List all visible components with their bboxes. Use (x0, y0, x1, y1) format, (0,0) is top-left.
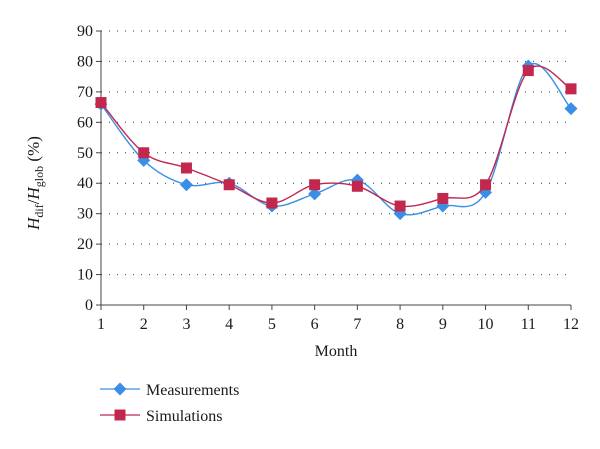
y-axis-title-sub2: glob (32, 166, 46, 187)
legend-item-simulations: Simulations (100, 408, 222, 425)
y-axis-title-slash: / (24, 199, 43, 204)
legend-item-measurements: Measurements (100, 382, 239, 399)
y-tick-label-80: 80 (77, 53, 93, 70)
point-measurements-3 (179, 178, 193, 192)
point-simulations-10 (480, 179, 492, 191)
point-simulations-9 (437, 192, 449, 204)
legend-marker-simulations (114, 409, 126, 421)
legend-label-simulations: Simulations (146, 408, 222, 425)
x-tick-label-10: 10 (478, 316, 494, 333)
y-axis-title: Hdif/Hglob (%) (24, 136, 46, 231)
series-layer (94, 59, 578, 221)
x-tick-label-2: 2 (140, 316, 148, 333)
y-axis-title-h2: H (24, 186, 43, 201)
x-tick-label-3: 3 (182, 316, 190, 333)
series-line-simulations (100, 65, 572, 208)
y-tick-label-90: 90 (77, 23, 93, 40)
x-tick-label-9: 9 (439, 316, 447, 333)
x-tick-label-1: 1 (97, 316, 105, 333)
y-tick-label-50: 50 (77, 145, 93, 162)
legend: Measurements Simulations (100, 382, 239, 425)
point-simulations-1 (95, 97, 107, 109)
x-tick-label-11: 11 (521, 316, 536, 333)
y-tick-label-40: 40 (77, 175, 93, 192)
x-tick-labels: 1 2 3 4 5 6 7 8 9 10 11 12 (97, 316, 579, 333)
x-axis-title: Month (315, 343, 358, 360)
y-tick-label-0: 0 (85, 297, 93, 314)
y-axis-title-unit: (%) (24, 136, 43, 166)
y-tick-label-60: 60 (77, 114, 93, 131)
x-tick-label-6: 6 (311, 316, 319, 333)
point-simulations-12 (565, 83, 577, 95)
point-simulations-6 (309, 179, 321, 191)
x-tick-label-4: 4 (225, 316, 233, 333)
series-line-measurements (100, 62, 572, 216)
legend-marker-measurements (113, 382, 127, 396)
x-tick-label-5: 5 (268, 316, 276, 333)
point-simulations-11 (522, 65, 534, 77)
axes (96, 30, 572, 310)
series-simulations (95, 65, 577, 212)
y-tick-label-30: 30 (77, 206, 93, 223)
point-simulations-2 (138, 147, 150, 159)
point-simulations-3 (180, 162, 192, 174)
series-measurements (94, 59, 578, 221)
x-tick-label-12: 12 (563, 316, 579, 333)
y-tick-label-20: 20 (77, 236, 93, 253)
point-simulations-8 (394, 200, 406, 212)
point-measurements-12 (564, 102, 578, 116)
x-tick-label-7: 7 (353, 316, 361, 333)
y-tick-label-70: 70 (77, 84, 93, 101)
point-simulations-5 (266, 197, 278, 209)
x-tick-label-8: 8 (396, 316, 404, 333)
gridlines (101, 30, 571, 276)
y-axis-title-h1: H (24, 216, 43, 231)
point-measurements-6 (308, 187, 322, 201)
point-simulations-7 (351, 180, 363, 192)
y-axis-title-sub1: dif (32, 204, 46, 217)
y-tick-labels: 0 10 20 30 40 50 60 70 80 90 (77, 23, 93, 314)
point-simulations-4 (223, 179, 235, 191)
legend-label-measurements: Measurements (146, 382, 239, 399)
y-tick-label-10: 10 (77, 267, 93, 284)
